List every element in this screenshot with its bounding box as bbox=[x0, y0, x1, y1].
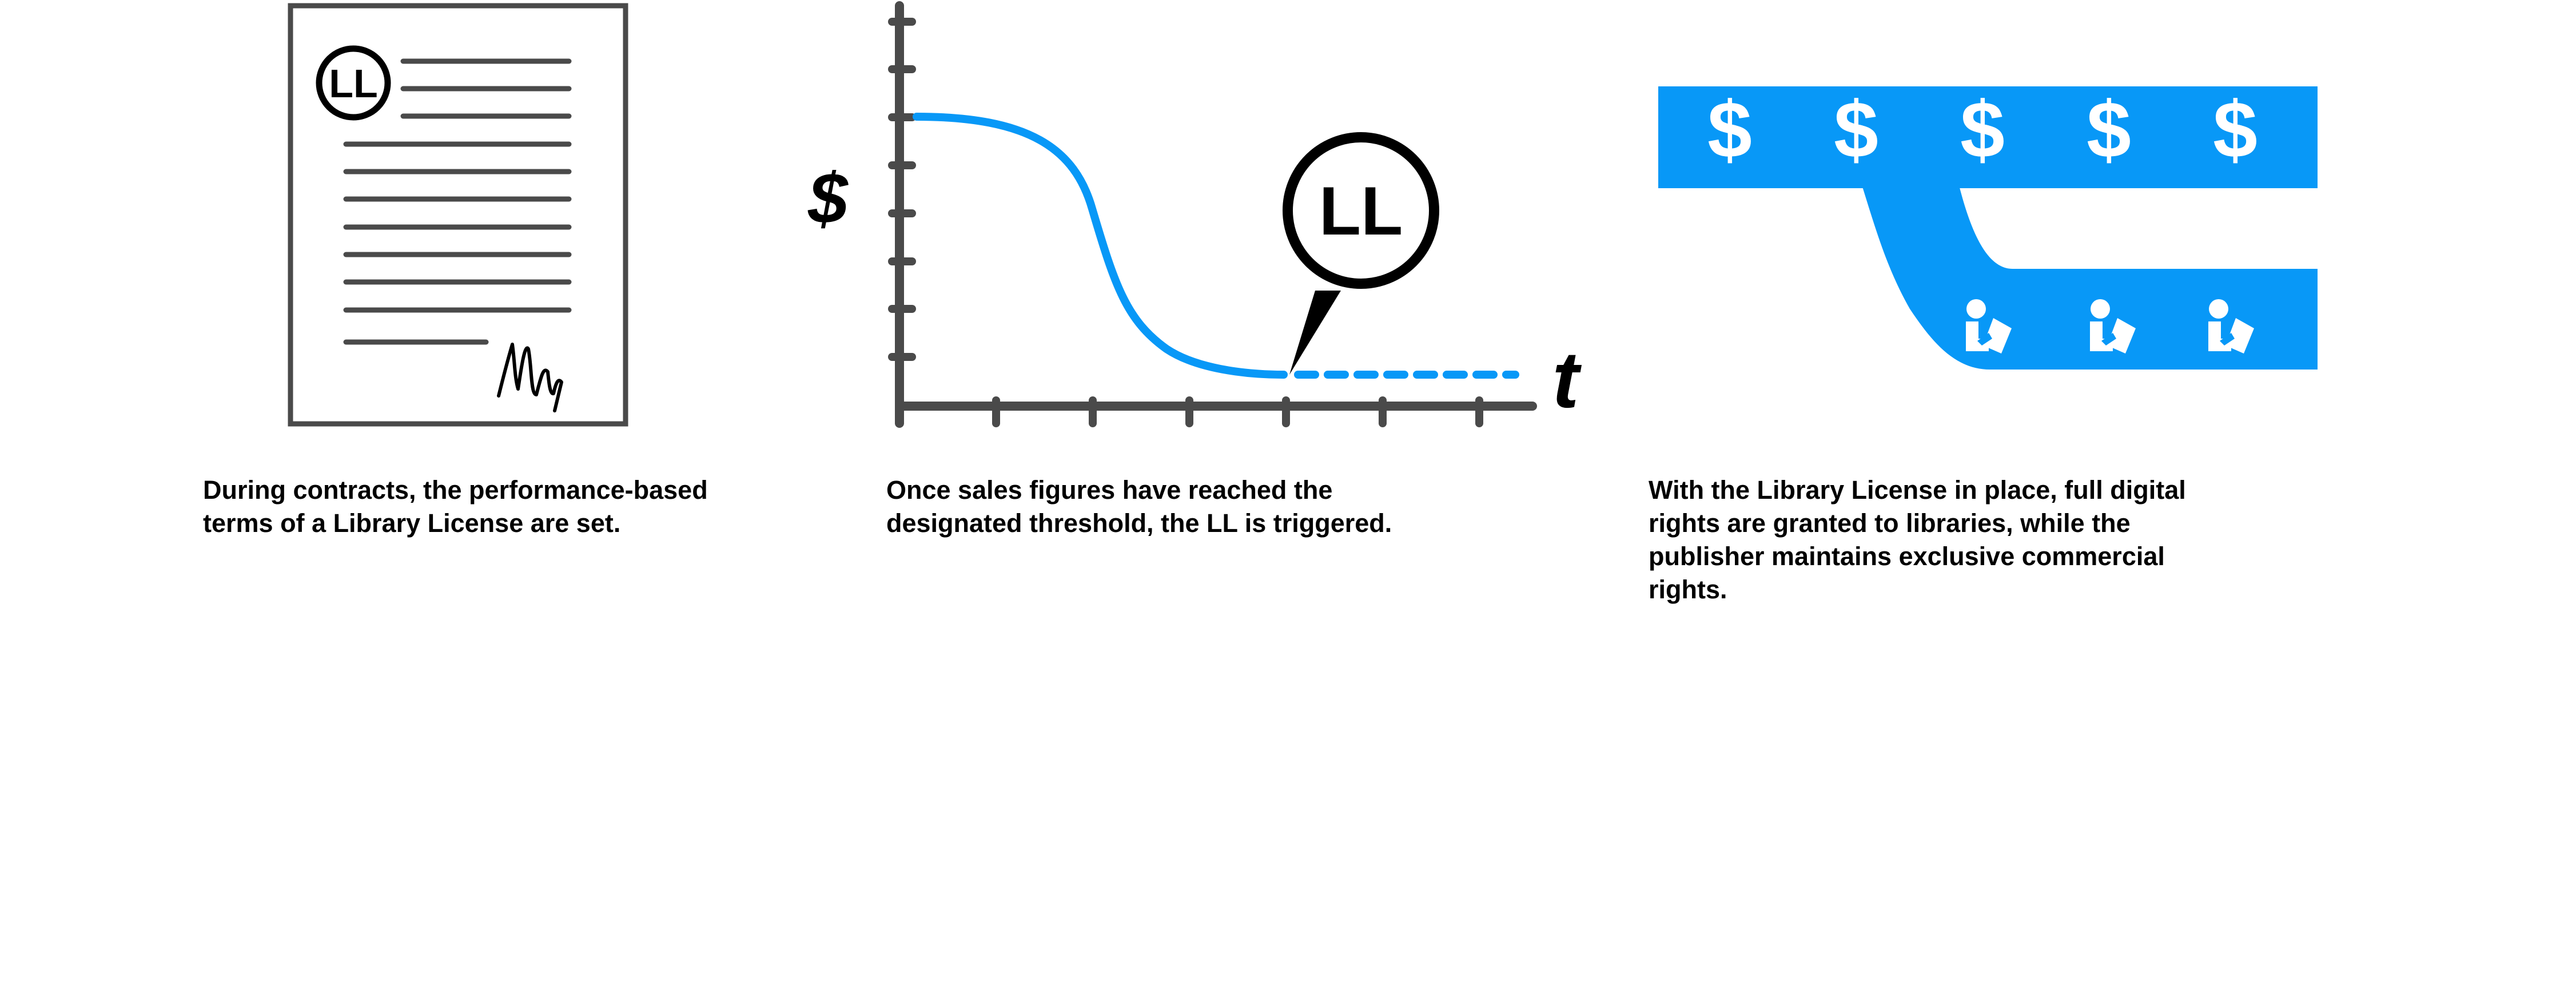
document-text-lines bbox=[343, 58, 572, 345]
ll-badge: LL bbox=[316, 45, 391, 121]
dollar-icon: $ bbox=[2213, 85, 2258, 174]
caption-threshold: Once sales figures have reached the desi… bbox=[886, 475, 1392, 538]
rights-flow-diagram: $ $ $ $ $ bbox=[1658, 85, 2318, 370]
commercial-rights-band bbox=[1658, 86, 2318, 188]
y-axis-ticks bbox=[888, 18, 916, 361]
dollar-icon: $ bbox=[1707, 85, 1752, 174]
x-axis-label: t bbox=[1552, 335, 1582, 424]
dollar-icon: $ bbox=[1960, 85, 2005, 174]
caption-rights: With the Library License in place, full … bbox=[1649, 475, 2186, 604]
ll-callout: LL bbox=[1283, 132, 1439, 375]
dollar-icon: $ bbox=[2087, 85, 2131, 174]
signature-icon bbox=[497, 343, 563, 412]
ll-badge-text: LL bbox=[329, 61, 378, 106]
caption-contracts: During contracts, the performance-based … bbox=[203, 475, 708, 538]
y-axis-label: $ bbox=[807, 159, 849, 239]
sales-curve bbox=[913, 113, 1288, 379]
dollar-row: $ $ $ $ $ bbox=[1707, 85, 2258, 174]
sales-chart: $ t LL bbox=[807, 1, 1582, 428]
ll-callout-text: LL bbox=[1319, 173, 1403, 249]
x-axis-ticks bbox=[992, 396, 1483, 427]
contract-document: LL bbox=[288, 3, 628, 427]
dollar-icon: $ bbox=[1834, 85, 1878, 174]
library-branch bbox=[1861, 183, 2318, 370]
